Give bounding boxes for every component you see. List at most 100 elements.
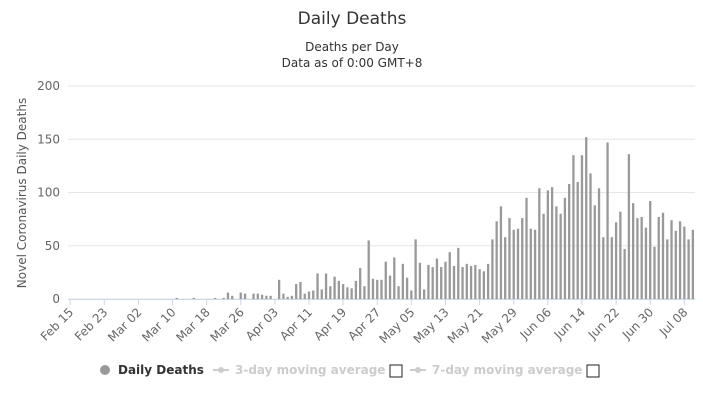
legend-label[interactable]: 3-day moving average [235, 363, 385, 377]
bar [427, 264, 430, 299]
bar [516, 228, 520, 299]
bar [440, 267, 443, 299]
bar [444, 261, 447, 299]
bar [265, 295, 268, 299]
legend-symbol[interactable] [415, 367, 421, 373]
bar [546, 190, 549, 299]
bar [542, 213, 545, 299]
x-tick-label: Apr 19 [311, 305, 349, 343]
bar [465, 263, 468, 299]
bar [346, 287, 349, 299]
legend-label[interactable]: 7-day moving average [432, 363, 582, 377]
bar [231, 295, 234, 299]
bar [661, 212, 665, 299]
bar [384, 261, 387, 299]
bar [371, 278, 375, 299]
bar [452, 265, 456, 299]
bar [563, 197, 567, 299]
x-tick-label: May 21 [445, 305, 486, 346]
bar [405, 277, 409, 299]
x-tick-label: Jun 30 [619, 305, 656, 342]
bar [482, 271, 486, 299]
bar [636, 218, 639, 299]
bar [691, 229, 695, 299]
bar [568, 183, 571, 299]
bar [521, 218, 524, 299]
legend-symbol[interactable] [218, 367, 224, 373]
bar [469, 265, 473, 299]
x-tick-label: Feb 15 [38, 305, 76, 343]
bar [329, 286, 332, 299]
bar [290, 295, 294, 299]
bar [397, 286, 400, 299]
x-tick-label: Mar 26 [207, 305, 246, 344]
bar [260, 294, 264, 299]
bar [674, 230, 677, 299]
bar [649, 201, 652, 299]
y-tick-label: 150 [37, 132, 60, 146]
bar [499, 206, 503, 299]
x-tick-label: Mar 02 [105, 305, 144, 344]
bar [214, 297, 217, 299]
bar [320, 289, 323, 299]
checkbox[interactable] [389, 364, 403, 378]
x-tick-label: Mar 18 [173, 305, 212, 344]
bar [538, 188, 541, 299]
bar [559, 213, 562, 299]
bar [295, 284, 298, 299]
bar [333, 276, 336, 299]
bar [239, 292, 242, 299]
bar [367, 240, 370, 299]
bar [337, 280, 340, 299]
bar [431, 267, 434, 299]
x-tick-label: Jul 08 [656, 305, 690, 339]
bar [401, 263, 404, 299]
bar [670, 220, 673, 299]
subtitle: Data as of 0:00 GMT+8 [282, 56, 423, 70]
bar [533, 229, 537, 299]
x-tick-label: Mar 10 [139, 305, 178, 344]
y-tick-label: 100 [37, 186, 60, 200]
bar [359, 268, 362, 299]
bar [461, 267, 464, 299]
bar [576, 181, 579, 299]
bar [299, 281, 302, 299]
bar [644, 227, 648, 299]
bar [286, 296, 289, 299]
bar [572, 155, 575, 299]
legend-label[interactable]: Daily Deaths [118, 363, 204, 377]
x-tick-label: May 13 [411, 305, 452, 346]
bar [508, 218, 511, 299]
bar [687, 239, 690, 299]
checkbox[interactable] [586, 364, 600, 378]
x-tick-label: Feb 23 [72, 305, 110, 343]
y-tick-label: 50 [45, 239, 60, 253]
bar [252, 293, 255, 299]
bar [192, 297, 195, 299]
bar [550, 187, 554, 299]
bar [380, 279, 383, 299]
bar [627, 154, 631, 299]
bar [376, 279, 379, 299]
bar [495, 221, 498, 299]
bar [256, 293, 259, 299]
bar [410, 290, 413, 299]
bar [585, 137, 588, 299]
bar [354, 280, 358, 299]
bar [222, 297, 225, 299]
bar [393, 257, 396, 299]
bar [226, 292, 230, 299]
bar [589, 173, 592, 299]
bar [606, 142, 609, 299]
x-tick-label: Apr 03 [243, 305, 281, 343]
bar [282, 293, 285, 299]
bar [632, 203, 635, 299]
legend-symbol[interactable] [100, 365, 110, 375]
bar [610, 237, 613, 299]
bar [418, 262, 422, 299]
bar [597, 188, 601, 299]
bar [657, 216, 660, 299]
bar [350, 288, 353, 299]
y-axis-label: Novel Coronavirus Daily Deaths [15, 98, 29, 288]
bar [678, 221, 682, 299]
